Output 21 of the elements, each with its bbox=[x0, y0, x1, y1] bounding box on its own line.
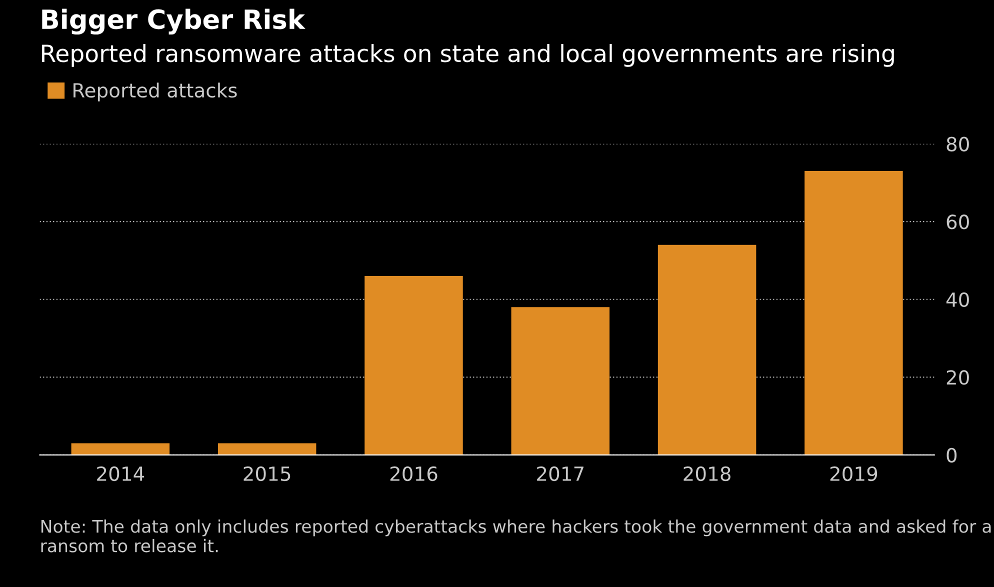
bar bbox=[71, 443, 170, 455]
bar bbox=[364, 276, 463, 455]
y-tick-label: 20 bbox=[946, 370, 969, 385]
chart-title: Bigger Cyber Risk bbox=[42, 8, 306, 35]
y-tick-label: 80 bbox=[946, 136, 969, 152]
x-tick-label: 2016 bbox=[390, 466, 438, 482]
y-tick-label: 60 bbox=[946, 214, 969, 230]
text: Note: The data only includes reported cyberattacks where hackers took the government data and asked for a ransom to release it. bbox=[41, 519, 991, 552]
y-tick-label: 0 bbox=[946, 448, 957, 463]
bar bbox=[658, 244, 756, 455]
x-tick-label: 2015 bbox=[244, 466, 290, 482]
y-tick-label: 40 bbox=[946, 292, 969, 308]
x-tick-label: 2014 bbox=[97, 466, 144, 482]
legend-label: Reported attacks bbox=[74, 82, 237, 102]
bar bbox=[218, 443, 316, 455]
x-tick-label: 2017 bbox=[537, 466, 584, 482]
x-tick-label: 2019 bbox=[830, 466, 878, 482]
chart-subtitle: Reported ransomware attacks on state and local governments are rising bbox=[42, 44, 894, 67]
x-tick-label: 2018 bbox=[684, 466, 730, 482]
bar bbox=[511, 307, 610, 455]
bar bbox=[804, 171, 903, 455]
